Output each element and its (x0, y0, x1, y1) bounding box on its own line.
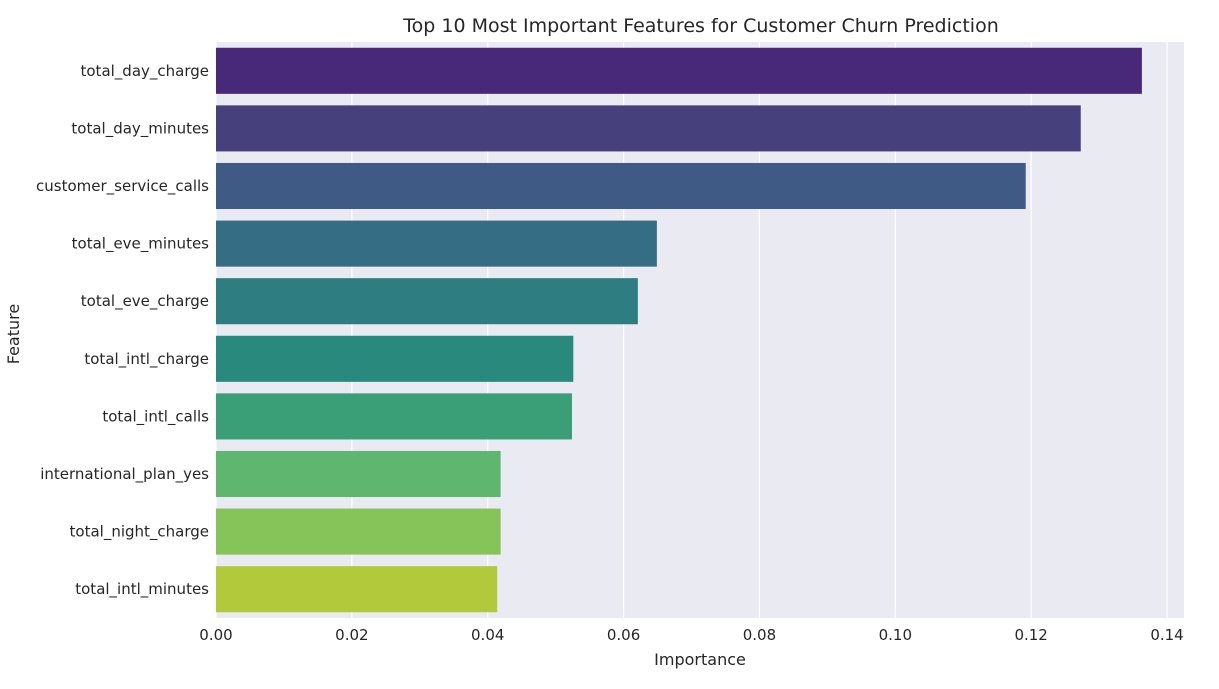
y-tick-label: total_eve_charge (81, 292, 209, 311)
bar-total-day-charge (216, 47, 1142, 94)
bar-total-intl-minutes (216, 566, 498, 613)
y-tick-label: total_intl_charge (84, 350, 209, 369)
bar-total-eve-minutes (216, 220, 657, 267)
y-tick-label: total_night_charge (70, 523, 209, 542)
x-tick-label: 0.00 (199, 626, 232, 644)
y-axis-label: Feature (4, 304, 23, 364)
y-tick-label: total_eve_minutes (72, 235, 210, 254)
y-tick-label: total_day_minutes (71, 119, 209, 138)
bar-total-eve-charge (216, 278, 638, 325)
bar-total-intl-charge (216, 335, 574, 382)
x-tick-label: 0.08 (743, 626, 776, 644)
x-tick-label: 0.14 (1150, 626, 1183, 644)
bars (216, 47, 1142, 613)
y-tick-label: total_intl_calls (102, 407, 209, 426)
y-tick-label: total_day_charge (81, 62, 210, 81)
y-tick-label: customer_service_calls (36, 177, 209, 196)
chart-title: Top 10 Most Important Features for Custo… (402, 15, 999, 37)
x-tick-label: 0.12 (1014, 626, 1047, 644)
x-tick-label: 0.06 (607, 626, 640, 644)
x-tick-label: 0.04 (471, 626, 504, 644)
y-tick-label: total_intl_minutes (75, 580, 209, 599)
bar-total-intl-calls (216, 393, 572, 440)
bar-total-night-charge (216, 508, 501, 555)
x-tick-label: 0.02 (335, 626, 368, 644)
y-tick-labels: total_day_charge total_day_minutescustome… (36, 62, 209, 599)
x-axis-label: Importance (654, 650, 746, 669)
bar-customer-service-calls (216, 162, 1026, 210)
x-tick-label: 0.10 (879, 626, 912, 644)
x-tick-labels: 0.00 0.02 0.04 0.06 0.08 0.10 0.12 0.14 (199, 626, 1183, 644)
y-tick-label: international_plan_yes (40, 465, 209, 484)
bar-international-plan-yes (216, 450, 501, 498)
bar-total-day-minutes (216, 105, 1081, 152)
